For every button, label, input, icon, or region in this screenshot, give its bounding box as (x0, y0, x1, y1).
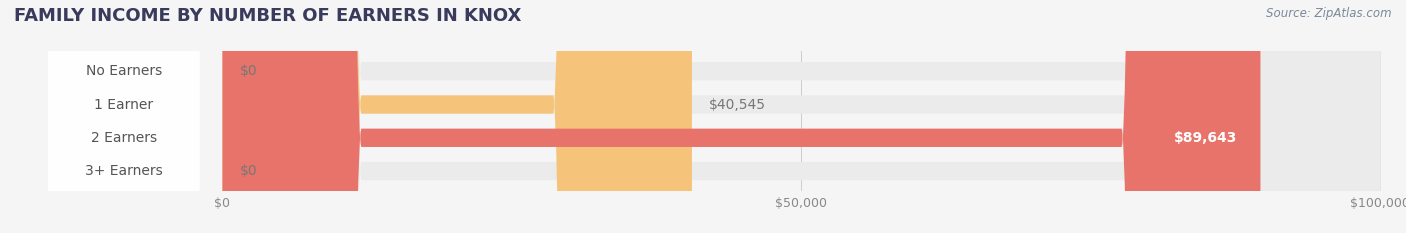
Text: $0: $0 (240, 164, 257, 178)
FancyBboxPatch shape (222, 0, 1381, 233)
Text: $89,643: $89,643 (1174, 131, 1237, 145)
Text: FAMILY INCOME BY NUMBER OF EARNERS IN KNOX: FAMILY INCOME BY NUMBER OF EARNERS IN KN… (14, 7, 522, 25)
FancyBboxPatch shape (48, 0, 200, 233)
Text: 2 Earners: 2 Earners (91, 131, 157, 145)
Text: $0: $0 (240, 64, 257, 78)
FancyBboxPatch shape (222, 0, 1381, 233)
FancyBboxPatch shape (48, 0, 200, 233)
FancyBboxPatch shape (48, 0, 200, 233)
FancyBboxPatch shape (222, 0, 1381, 233)
Text: Source: ZipAtlas.com: Source: ZipAtlas.com (1267, 7, 1392, 20)
FancyBboxPatch shape (222, 0, 1381, 233)
Text: $40,545: $40,545 (709, 98, 766, 112)
FancyBboxPatch shape (222, 0, 1260, 233)
Text: No Earners: No Earners (86, 64, 162, 78)
FancyBboxPatch shape (222, 0, 692, 233)
Text: 3+ Earners: 3+ Earners (84, 164, 163, 178)
FancyBboxPatch shape (48, 0, 200, 233)
Text: 1 Earner: 1 Earner (94, 98, 153, 112)
